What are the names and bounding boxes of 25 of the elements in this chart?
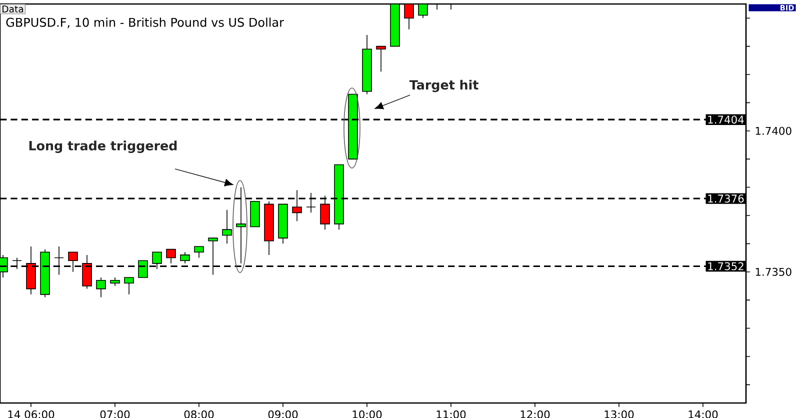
annotation: Target hit <box>409 80 478 92</box>
candlestick <box>376 46 386 72</box>
text: GBPUSD.F, 10 min - British Pound vs US Dollar <box>6 18 284 28</box>
x-tick-label: 13:00 <box>604 410 634 418</box>
ref-line-label: 1.7404 <box>708 116 744 124</box>
candlestick <box>222 209 232 244</box>
annotation: Long trade triggered <box>29 140 177 154</box>
x-tick-label: 11:00 <box>436 410 466 418</box>
candlestick <box>124 277 134 295</box>
ref-line-label: 1.7376 <box>708 194 744 203</box>
x-tick-label: 07:00 <box>100 410 130 418</box>
x-tick-label: 09:00 <box>268 410 298 418</box>
x-tick-label: 14:00 <box>688 410 718 418</box>
y-tick-label: 1.7400 <box>756 126 792 135</box>
candlestick <box>180 252 190 264</box>
candlestick <box>166 248 176 264</box>
x-tick-label: 08:00 <box>184 410 214 418</box>
annotation: Data <box>2 6 24 13</box>
x-tick-label: 14 06:00 <box>8 410 54 418</box>
ref-line-label: 1.7352 <box>708 262 744 270</box>
x-tick-label: 12:00 <box>520 410 550 418</box>
y-tick-label: 1.7350 <box>756 268 792 276</box>
candlestick <box>96 277 106 298</box>
x-tick-label: 10:00 <box>352 410 382 418</box>
candlestick <box>194 246 204 258</box>
